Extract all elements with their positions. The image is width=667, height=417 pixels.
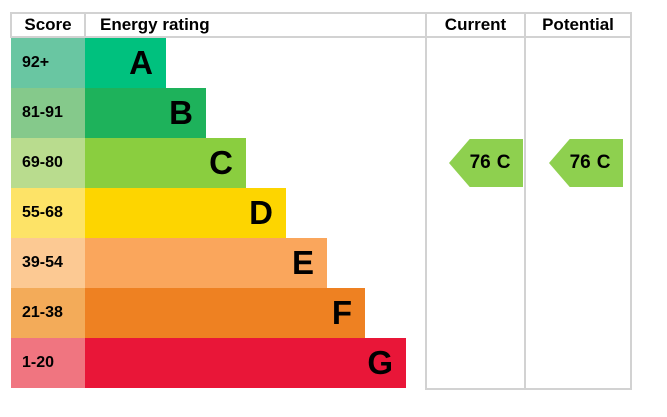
score-range-c: 69-80 [11,138,85,188]
grid-line-bottom [425,388,632,390]
grid-line-score-divider [84,12,86,38]
header-score: Score [24,15,72,34]
potential-rating-value: 76 [569,152,591,173]
grid-line-current-divider [425,12,427,390]
score-range-d: 55-68 [11,188,85,238]
grid-line-top [11,12,632,14]
band-bar-c: C [85,138,246,188]
header-potential: Potential [542,15,614,34]
band-bar-d: D [85,188,286,238]
band-bar-e: E [85,238,327,288]
current-rating-value: 76 [469,152,491,173]
header-energy-rating: Energy rating [100,15,210,34]
current-rating-grade: C [496,152,511,173]
potential-rating-arrow: 76 C [549,139,623,187]
score-range-a: 92+ [11,38,85,88]
current-rating-arrow: 76 C [449,139,523,187]
score-range-e: 39-54 [11,238,85,288]
grid-line-right [630,12,632,390]
band-bar-b: B [85,88,206,138]
score-range-b: 81-91 [11,88,85,138]
potential-rating-grade: C [596,152,611,173]
grid-line-header-bottom [11,36,632,38]
header-current: Current [444,15,507,34]
grid-line-left [10,12,12,38]
score-range-f: 21-38 [11,288,85,338]
grid-line-potential-divider [524,12,526,390]
band-bar-f: F [85,288,365,338]
band-bar-g: G [85,338,406,388]
score-range-g: 1-20 [11,338,85,388]
band-bar-a: A [85,38,166,88]
